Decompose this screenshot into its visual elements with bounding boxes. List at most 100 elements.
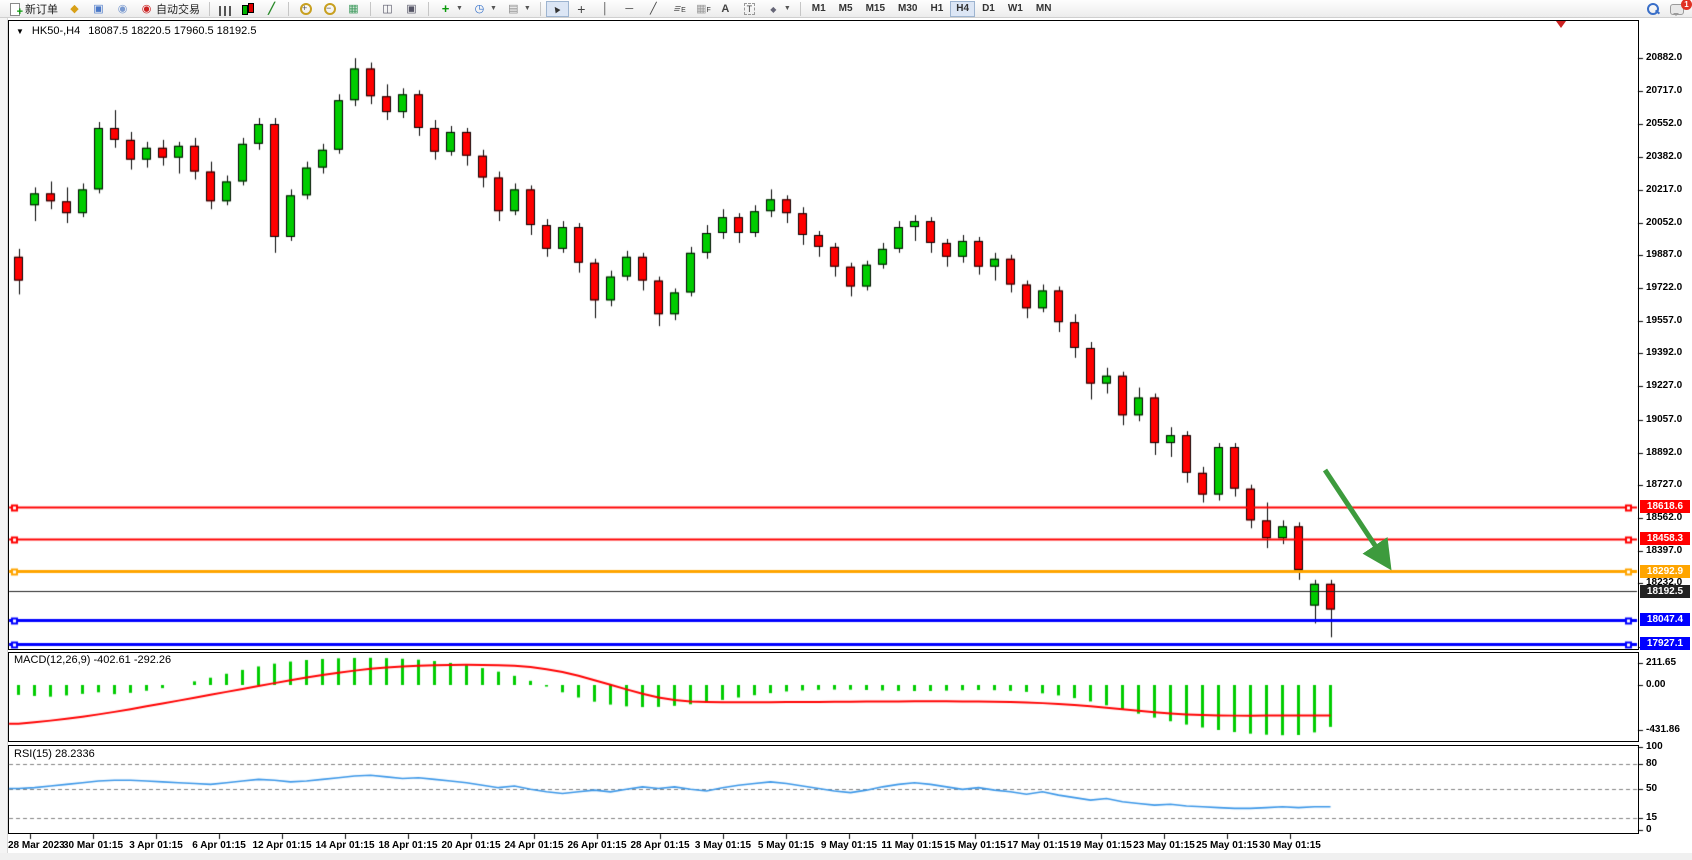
time-axis-label: 14 Apr 01:15	[315, 840, 375, 851]
toolbar-separator	[370, 1, 371, 16]
arrange-icon	[380, 2, 395, 16]
collapse-triangle-icon[interactable]: ▼	[16, 26, 24, 36]
macd-label: MACD(12,26,9) -402.61 -292.26	[14, 654, 171, 666]
time-axis-label: 19 May 01:15	[1070, 840, 1132, 851]
resistance-line-2-badge: 18458.3	[1640, 532, 1690, 546]
time-axis-label: 26 Apr 01:15	[567, 840, 627, 851]
price-axis-tick: 18397.0	[1646, 544, 1683, 556]
toolbar-separator	[288, 1, 289, 16]
tile-windows-button[interactable]	[342, 1, 365, 17]
vertical-line-button[interactable]	[594, 1, 617, 17]
time-axis-label: 12 Apr 01:15	[252, 840, 312, 851]
rsi-axis-tick: 0	[1646, 824, 1652, 835]
price-axis-tick: 18562.0	[1646, 511, 1683, 523]
cursor-icon	[550, 2, 565, 16]
fibonacci-icon	[670, 2, 686, 18]
time-axis-label: 20 Apr 01:15	[441, 840, 501, 851]
grid-icon	[694, 2, 711, 18]
timeframe-button-m15[interactable]: M15	[860, 1, 891, 17]
line-chart-button[interactable]	[260, 1, 283, 17]
autotrade-button-label: 自动交易	[156, 3, 200, 16]
label-button[interactable]	[738, 1, 761, 17]
pivot-line-badge: 18292.9	[1640, 564, 1690, 578]
horizontal-line-button[interactable]	[618, 1, 641, 17]
styler-button[interactable]	[63, 1, 86, 17]
market-watch-button[interactable]	[87, 1, 110, 17]
auto-arrange-button[interactable]	[376, 1, 399, 17]
trendline-button[interactable]	[642, 1, 665, 17]
cursor-button[interactable]	[545, 0, 569, 17]
new-order-icon	[8, 2, 23, 19]
price-axis-tick: 18892.0	[1646, 446, 1683, 458]
chevron-down-icon[interactable]: ▼	[489, 5, 497, 12]
chevron-down-icon[interactable]: ▼	[456, 5, 463, 12]
price-axis-tick: 20052.0	[1646, 216, 1683, 228]
templates-button[interactable]: ▼	[502, 1, 535, 17]
template-icon	[506, 2, 521, 16]
indicators-icon	[438, 2, 453, 16]
grid-button[interactable]	[690, 1, 713, 18]
periods-button[interactable]: ▼	[468, 1, 501, 17]
price-axis-tick: 20552.0	[1646, 117, 1683, 129]
price-axis-tick: 19227.0	[1646, 380, 1683, 392]
macd-axis-tick: 0.00	[1646, 679, 1666, 690]
chat-button[interactable]: 1	[1665, 0, 1692, 17]
timeframe-button-m30[interactable]: M30	[892, 1, 923, 17]
new-order-button[interactable]: 新订单	[4, 1, 62, 19]
vertical-line-icon	[598, 2, 613, 16]
rsi-current-value: 28.2336	[54, 748, 95, 760]
timeframe-button-h4[interactable]: H4	[950, 0, 976, 17]
autotrade-button[interactable]: 自动交易	[135, 1, 204, 17]
time-axis-label: 9 May 01:15	[820, 840, 878, 851]
timeframe-button-d1[interactable]: D1	[976, 1, 1001, 17]
zoom-out-button[interactable]	[318, 1, 341, 17]
bar-chart-button[interactable]	[215, 1, 235, 17]
macd-current-values: -402.61 -292.26	[93, 654, 172, 666]
chart-shift-marker	[1556, 21, 1566, 28]
zoom-in-button[interactable]	[294, 1, 317, 17]
toolbar-separator	[539, 1, 541, 16]
notification-badge: 1	[1681, 0, 1692, 10]
cascade-icon	[404, 2, 419, 16]
macd-axis-tick: 211.65	[1646, 656, 1677, 668]
time-axis-label: 30 May 01:15	[1259, 840, 1321, 851]
candlestick-chart-button[interactable]	[236, 1, 259, 17]
rsi-name: RSI(15)	[14, 748, 52, 760]
current-price-line-badge: 18192.5	[1640, 584, 1690, 598]
rsi-axis-tick: 50	[1646, 782, 1658, 794]
timeframe-button-w1[interactable]: W1	[1002, 1, 1029, 17]
signal-icon	[115, 2, 130, 16]
price-axis-tick: 19722.0	[1646, 282, 1683, 294]
crosshair-button[interactable]	[570, 1, 593, 17]
macd-axis-tick: -431.86	[1646, 723, 1680, 735]
rsi-axis-tick: 100	[1646, 741, 1663, 752]
indicators-button[interactable]: ▼	[434, 1, 467, 17]
tile-windows-icon	[346, 2, 361, 16]
timeframe-button-mn[interactable]: MN	[1030, 1, 1058, 17]
price-axis-tick: 20882.0	[1646, 52, 1683, 64]
text-button[interactable]	[714, 1, 737, 17]
cascade-button[interactable]	[400, 1, 423, 17]
label-icon	[742, 2, 757, 16]
time-axis-label: 25 May 01:15	[1196, 840, 1258, 851]
time-axis-label: 28 Apr 01:15	[630, 840, 690, 851]
chevron-down-icon[interactable]: ▼	[783, 5, 791, 12]
timeframe-button-m5[interactable]: M5	[833, 1, 859, 17]
time-axis-label: 18 Apr 01:15	[378, 840, 438, 851]
price-axis-tick: 20382.0	[1646, 151, 1683, 163]
time-axis-label: 5 May 01:15	[757, 840, 815, 851]
search-button[interactable]	[1641, 1, 1664, 17]
fibonacci-button[interactable]	[666, 1, 689, 18]
timeframe-button-m1[interactable]: M1	[806, 1, 832, 17]
down-arrow-annotation[interactable]	[1310, 452, 1420, 587]
time-axis-label: 3 May 01:15	[694, 840, 752, 851]
timeframe-button-h1[interactable]: H1	[924, 1, 949, 17]
signals-button[interactable]	[111, 1, 134, 17]
time-axis-label: 24 Apr 01:15	[504, 840, 564, 851]
chevron-down-icon[interactable]: ▼	[523, 5, 531, 12]
toolbar-separator	[209, 1, 210, 16]
time-axis-label: 30 Mar 01:15	[62, 840, 124, 851]
chart-symbol-period: HK50-,H4	[31, 25, 81, 37]
shapes-button[interactable]: ▼	[762, 1, 795, 17]
